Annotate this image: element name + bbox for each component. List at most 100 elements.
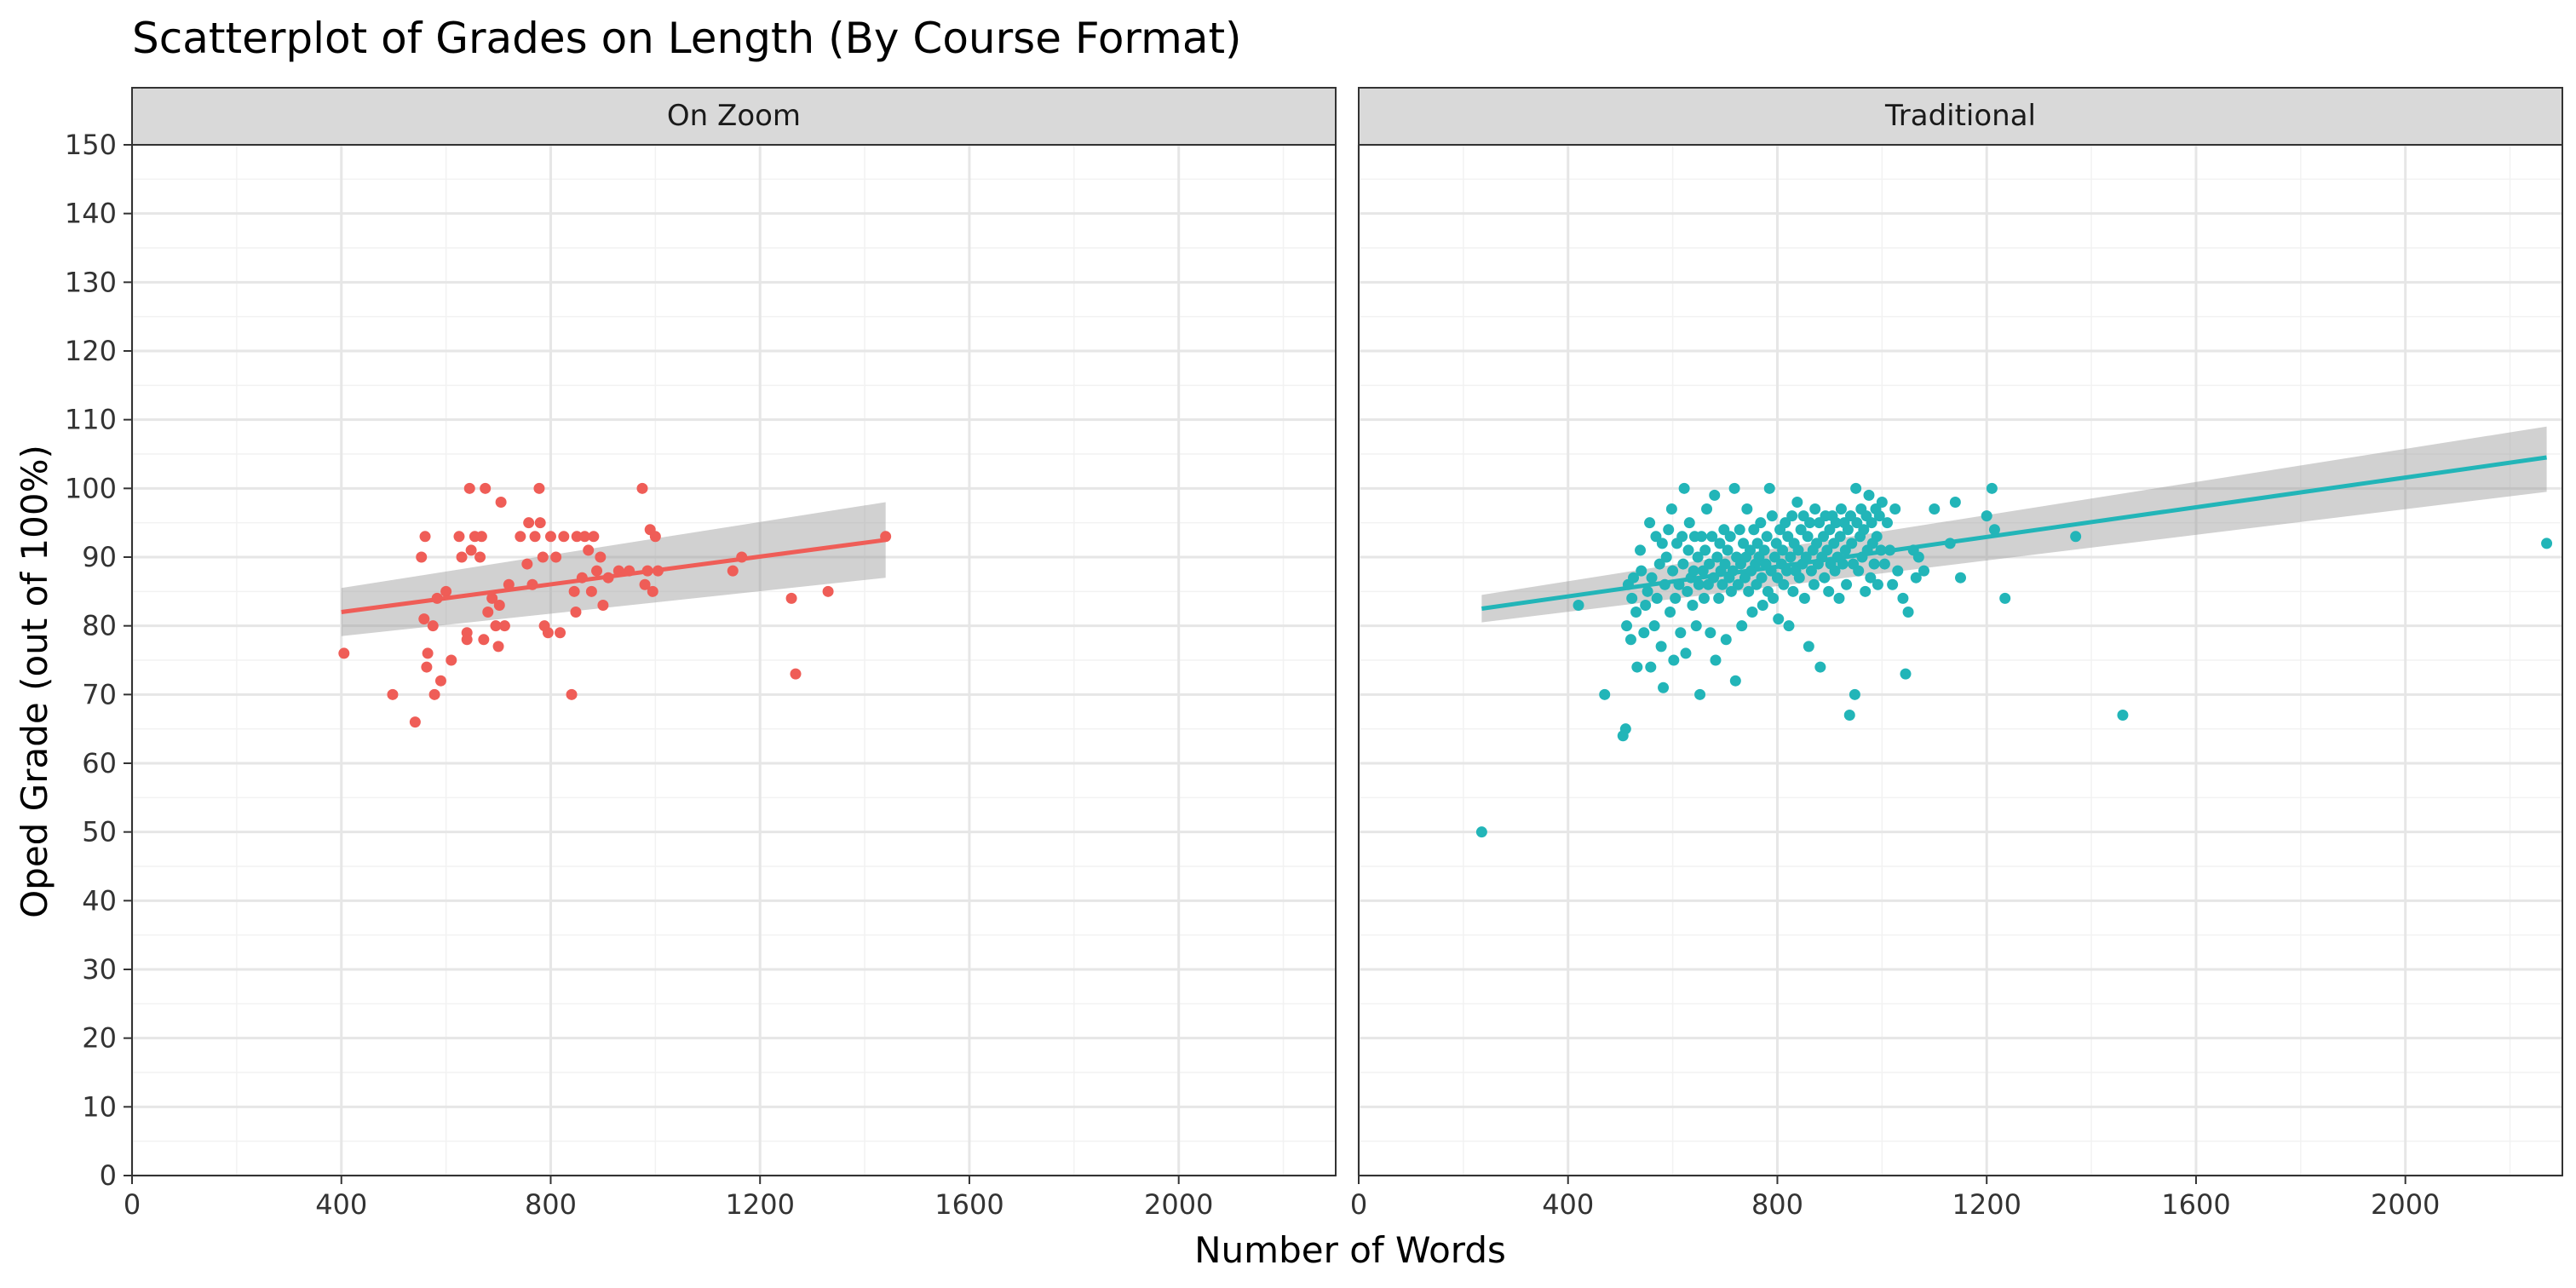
- data-point: [1833, 592, 1845, 604]
- regression-line: [1481, 455, 2547, 611]
- data-point: [1843, 710, 1855, 722]
- data-point: [1736, 620, 1748, 632]
- data-point: [1912, 551, 1924, 563]
- data-point: [1714, 538, 1726, 549]
- data-point: [1766, 510, 1778, 522]
- data-point: [1791, 496, 1803, 508]
- regression-line: [341, 538, 886, 615]
- data-point: [1986, 482, 1998, 494]
- data-point: [515, 531, 526, 543]
- data-point: [636, 482, 648, 494]
- data-point: [1755, 517, 1767, 529]
- y-tick-label: 100: [65, 472, 117, 504]
- data-point: [1682, 544, 1694, 556]
- data-point: [1841, 578, 1853, 590]
- data-point: [1638, 627, 1650, 639]
- data-point: [2117, 710, 2129, 722]
- x-tick-label: 0: [1350, 1188, 1367, 1221]
- data-point: [1658, 681, 1670, 693]
- data-point: [1709, 489, 1721, 501]
- data-point: [1798, 592, 1810, 604]
- data-point: [1768, 551, 1780, 563]
- data-point: [1778, 578, 1790, 590]
- data-point: [1777, 544, 1789, 556]
- data-point: [1803, 641, 1814, 653]
- data-point: [1793, 572, 1805, 584]
- y-tick-label: 90: [82, 541, 117, 573]
- y-axis-title: Oped Grade (out of 100%): [14, 445, 55, 918]
- data-point: [1846, 538, 1858, 549]
- facet-strip-label: On Zoom: [667, 99, 801, 133]
- data-point: [558, 531, 570, 543]
- data-point: [1687, 599, 1699, 611]
- data-point: [568, 585, 580, 597]
- data-point: [1628, 572, 1640, 584]
- data-point: [1694, 688, 1706, 700]
- data-point: [1722, 544, 1734, 556]
- data-point: [480, 482, 492, 494]
- data-point: [1711, 551, 1723, 563]
- data-point: [1648, 620, 1660, 632]
- data-point: [1683, 517, 1695, 529]
- data-point: [1787, 585, 1799, 597]
- data-point: [1621, 620, 1633, 632]
- x-tick-label: 1600: [934, 1188, 1003, 1221]
- y-tick-label: 50: [82, 816, 117, 848]
- data-point: [1781, 565, 1793, 577]
- data-point: [1910, 572, 1922, 584]
- data-point: [1676, 531, 1688, 543]
- data-point: [1871, 531, 1883, 543]
- data-point: [1823, 585, 1835, 597]
- data-point: [1758, 544, 1770, 556]
- data-point: [555, 627, 566, 639]
- data-point: [583, 544, 595, 556]
- data-point: [1786, 510, 1798, 522]
- data-point: [822, 585, 834, 597]
- y-tick-label: 70: [82, 678, 117, 710]
- data-point: [498, 620, 510, 632]
- y-tick-label: 0: [100, 1159, 117, 1192]
- data-point: [1667, 565, 1679, 577]
- data-point: [1785, 551, 1797, 563]
- data-point: [571, 531, 583, 543]
- data-point: [1902, 607, 1914, 618]
- data-point: [1680, 647, 1692, 659]
- data-point: [1897, 592, 1909, 604]
- data-point: [1834, 531, 1846, 543]
- data-point: [1763, 482, 1775, 494]
- data-point: [427, 620, 439, 632]
- data-point: [1706, 531, 1718, 543]
- y-tick-label: 110: [65, 404, 117, 436]
- data-point: [416, 551, 428, 563]
- data-point: [1900, 668, 1912, 680]
- data-point: [1773, 613, 1785, 625]
- data-point: [1863, 489, 1875, 501]
- data-point: [503, 578, 515, 590]
- data-point: [1719, 558, 1731, 570]
- data-point: [1668, 654, 1680, 666]
- data-point: [1724, 531, 1736, 543]
- data-point: [1729, 675, 1741, 687]
- data-point: [490, 620, 502, 632]
- data-point: [409, 716, 421, 728]
- data-point: [1695, 531, 1707, 543]
- data-point: [585, 585, 597, 597]
- data-point: [1800, 551, 1812, 563]
- data-point: [1732, 578, 1744, 590]
- data-point: [1751, 538, 1763, 549]
- data-point: [1865, 572, 1877, 584]
- data-point: [1842, 524, 1854, 536]
- y-tick-label: 10: [82, 1090, 117, 1123]
- data-point: [1929, 503, 1941, 515]
- data-point: [1704, 558, 1716, 570]
- data-point: [1698, 592, 1710, 604]
- data-point: [428, 688, 440, 700]
- data-point: [1701, 503, 1713, 515]
- data-point: [1619, 723, 1631, 735]
- y-tick-label: 130: [65, 266, 117, 298]
- data-point: [1809, 503, 1821, 515]
- data-point: [446, 654, 457, 666]
- data-point: [588, 531, 600, 543]
